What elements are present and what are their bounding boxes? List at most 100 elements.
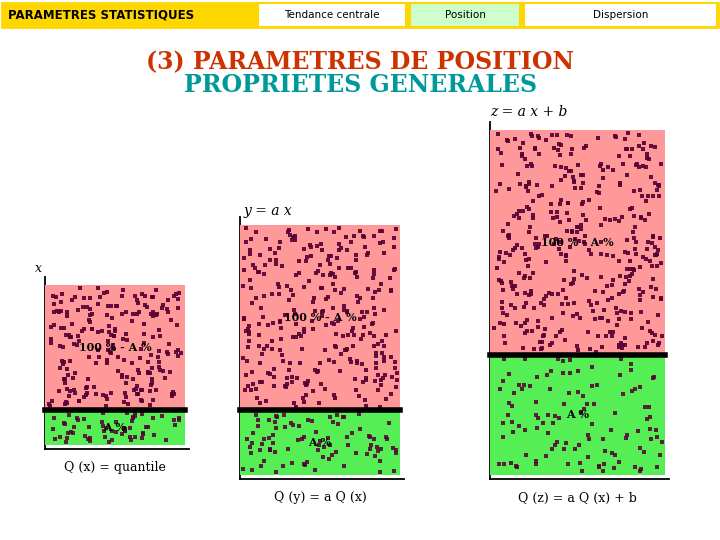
Point: [519, 355, 531, 363]
Point: [253, 446, 265, 454]
Point: [629, 384, 640, 393]
Point: [602, 295, 613, 304]
Point: [501, 136, 513, 144]
Point: [373, 286, 384, 294]
Point: [377, 348, 388, 357]
Point: [331, 411, 343, 420]
Point: [286, 235, 297, 244]
Point: [162, 296, 174, 305]
Point: [310, 306, 321, 315]
Text: 100 % - A %: 100 % - A %: [541, 237, 614, 248]
Point: [551, 131, 562, 139]
Point: [283, 366, 294, 374]
Point: [48, 321, 60, 330]
Point: [106, 427, 117, 435]
Point: [613, 343, 625, 352]
Point: [310, 428, 322, 436]
Point: [592, 134, 603, 143]
Point: [302, 416, 314, 424]
Point: [506, 282, 518, 291]
Point: [242, 382, 253, 390]
Point: [615, 339, 626, 347]
Point: [558, 444, 570, 453]
Point: [595, 273, 607, 281]
Point: [238, 314, 250, 322]
Point: [636, 192, 648, 200]
Point: [136, 433, 148, 442]
Point: [135, 386, 147, 395]
Point: [619, 135, 631, 144]
Point: [641, 244, 652, 253]
Point: [515, 321, 526, 330]
Point: [341, 346, 352, 354]
Point: [298, 283, 310, 292]
Point: [318, 307, 329, 316]
Point: [69, 292, 81, 301]
Point: [534, 133, 545, 142]
Point: [299, 245, 310, 254]
Point: [67, 429, 78, 437]
Point: [301, 381, 312, 390]
Point: [592, 332, 603, 340]
Point: [240, 327, 251, 335]
Point: [173, 294, 184, 303]
Point: [374, 468, 386, 476]
FancyBboxPatch shape: [258, 3, 406, 27]
Point: [283, 228, 294, 237]
Point: [557, 369, 569, 377]
Point: [117, 310, 128, 319]
Point: [573, 237, 585, 246]
Point: [324, 251, 336, 260]
Point: [503, 399, 515, 408]
Point: [372, 371, 384, 380]
Point: [68, 423, 80, 431]
Point: [498, 377, 509, 386]
Point: [508, 428, 519, 436]
Point: [520, 250, 531, 259]
Point: [138, 339, 150, 348]
Point: [53, 308, 65, 316]
Point: [634, 291, 646, 299]
Point: [536, 191, 547, 199]
Point: [505, 458, 516, 467]
Point: [572, 345, 584, 354]
Point: [647, 232, 659, 241]
Point: [264, 444, 276, 453]
Point: [647, 374, 659, 382]
Point: [566, 131, 577, 140]
Point: [342, 264, 354, 273]
Point: [646, 262, 657, 271]
Point: [287, 421, 299, 429]
Point: [127, 413, 139, 422]
Point: [499, 354, 510, 363]
Point: [259, 261, 271, 270]
Point: [329, 272, 341, 281]
Point: [370, 452, 382, 461]
Point: [127, 416, 138, 425]
Point: [131, 382, 143, 390]
Point: [48, 291, 59, 300]
Point: [168, 388, 179, 397]
Point: [651, 433, 662, 441]
Point: [614, 271, 626, 280]
Point: [593, 189, 605, 198]
Point: [270, 467, 282, 476]
Point: [331, 254, 343, 262]
Point: [606, 280, 618, 289]
Point: [324, 455, 336, 464]
Point: [279, 423, 290, 432]
Point: [642, 192, 654, 201]
Point: [523, 180, 535, 188]
Point: [83, 422, 94, 431]
Point: [613, 290, 625, 299]
Point: [169, 420, 181, 429]
Point: [634, 296, 645, 305]
Point: [391, 369, 402, 378]
Point: [174, 414, 185, 422]
Point: [62, 429, 73, 437]
Point: [495, 148, 506, 157]
Point: [635, 212, 647, 221]
Point: [536, 299, 547, 308]
Point: [518, 274, 530, 282]
Point: [357, 330, 369, 339]
